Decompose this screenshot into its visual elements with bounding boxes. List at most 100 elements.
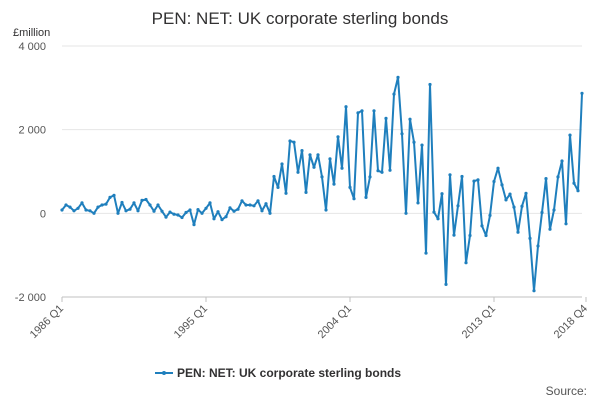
data-point (408, 117, 412, 121)
y-tick-label: 4 000 (18, 41, 46, 53)
data-point (256, 199, 260, 203)
data-point (328, 157, 332, 161)
data-point (512, 205, 516, 209)
data-point (404, 211, 408, 215)
data-point (96, 205, 100, 209)
data-point (112, 193, 116, 197)
data-point (544, 177, 548, 181)
data-point (480, 224, 484, 228)
data-point (124, 209, 128, 213)
data-point (268, 211, 272, 215)
data-point (428, 82, 432, 87)
data-point (324, 208, 328, 212)
data-point (200, 211, 204, 215)
data-point (136, 209, 140, 213)
data-point (560, 159, 564, 163)
data-point (348, 185, 352, 189)
data-point (244, 203, 248, 207)
data-point (72, 209, 76, 213)
data-point (208, 201, 212, 205)
data-point (360, 109, 364, 113)
data-point (380, 170, 384, 174)
data-point (184, 210, 188, 215)
data-point (564, 222, 568, 226)
data-point (132, 201, 136, 205)
data-point (504, 198, 508, 202)
data-point (152, 209, 156, 213)
data-point (224, 215, 228, 219)
data-point (176, 213, 180, 217)
data-point (340, 166, 344, 170)
data-point (516, 230, 520, 234)
data-point (520, 204, 524, 208)
data-point (432, 210, 436, 214)
data-point (228, 206, 232, 210)
data-point (68, 205, 72, 209)
data-point (116, 211, 120, 215)
data-point (548, 227, 552, 231)
data-point (452, 233, 456, 237)
data-point (292, 140, 296, 144)
data-point (344, 105, 348, 109)
data-point (60, 208, 64, 212)
data-point (420, 143, 424, 147)
data-point (572, 181, 576, 185)
data-point (236, 207, 240, 211)
chart-title: PEN: NET: UK corporate sterling bonds (152, 9, 449, 28)
data-point (524, 191, 528, 195)
data-point (372, 109, 376, 113)
data-point (444, 282, 448, 286)
data-point (308, 153, 312, 157)
legend-point-marker (162, 371, 166, 375)
data-point (76, 206, 80, 210)
data-point (84, 208, 88, 212)
data-point (384, 116, 388, 120)
data-point (312, 165, 316, 169)
data-point (436, 217, 440, 221)
data-point (552, 208, 556, 212)
data-point (388, 168, 392, 172)
data-point (540, 210, 544, 215)
data-point (216, 210, 220, 214)
data-point (240, 199, 244, 203)
data-point (300, 149, 304, 153)
data-point (392, 92, 396, 96)
data-point (352, 197, 356, 201)
data-point (108, 195, 112, 199)
data-point (168, 210, 172, 214)
data-point (568, 133, 572, 137)
data-point (476, 178, 480, 182)
data-point (496, 166, 500, 170)
legend-label: PEN: NET: UK corporate sterling bonds (177, 366, 401, 380)
data-point (468, 233, 472, 238)
data-point (172, 212, 176, 216)
data-point (424, 251, 428, 255)
data-point (192, 223, 196, 227)
data-point (448, 173, 452, 177)
data-point (120, 200, 124, 205)
data-point (160, 209, 164, 213)
data-point (128, 207, 132, 211)
data-point (500, 183, 504, 187)
data-point (464, 261, 468, 265)
y-tick-label: 2 000 (18, 125, 46, 137)
data-point (532, 289, 536, 293)
data-point (492, 179, 496, 184)
y-tick-label: 0 (40, 208, 46, 220)
data-point (528, 236, 532, 240)
data-point (252, 204, 256, 208)
data-point (180, 215, 184, 220)
data-point (320, 175, 324, 179)
data-point (456, 204, 460, 208)
data-point (400, 132, 404, 136)
data-point (460, 174, 464, 179)
data-point (272, 174, 276, 179)
data-point (332, 182, 336, 186)
data-point (412, 140, 416, 144)
y-unit-label: £million (13, 27, 50, 39)
data-point (304, 190, 308, 194)
data-point (288, 139, 292, 143)
data-point (508, 192, 512, 196)
